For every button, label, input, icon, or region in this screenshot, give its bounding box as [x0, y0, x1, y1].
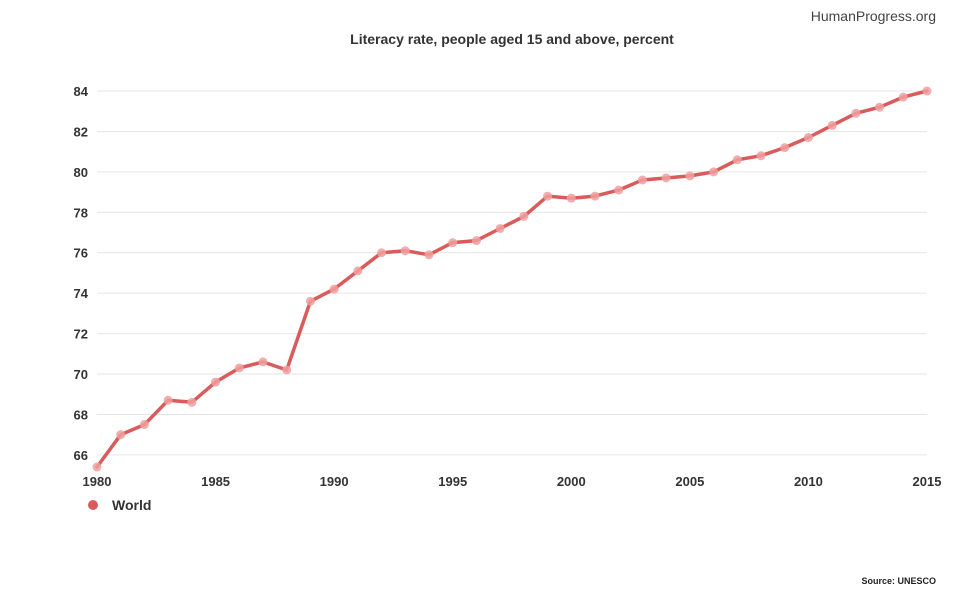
brand-label: HumanProgress.org: [810, 8, 936, 24]
x-tick-label-1980: 1980: [83, 474, 112, 489]
data-point-1980: [92, 462, 102, 472]
data-point-1998: [519, 211, 529, 221]
y-tick-label-80: 80: [74, 165, 88, 180]
x-tick-label-1995: 1995: [438, 474, 467, 489]
data-point-2005: [685, 171, 695, 181]
series-line-world: [95, 89, 929, 469]
data-point-1991: [353, 266, 363, 276]
y-tick-label-74: 74: [74, 286, 89, 301]
data-point-2004: [661, 173, 671, 183]
data-point-1997: [495, 223, 505, 233]
source-note: Source: UNESCO: [861, 576, 936, 586]
data-point-2013: [875, 102, 885, 112]
x-axis: 1980 1985 1990 1995 2000 2005 2010 2015: [83, 474, 942, 489]
x-tick-label-2005: 2005: [675, 474, 704, 489]
x-tick-label-2015: 2015: [913, 474, 942, 489]
data-point-2010: [803, 133, 813, 143]
series-layer: [92, 86, 932, 472]
legend-marker-world: [88, 500, 98, 510]
legend[interactable]: World: [88, 497, 151, 513]
y-tick-label-78: 78: [74, 205, 88, 220]
data-point-1989: [305, 296, 315, 306]
data-point-1987: [258, 357, 268, 367]
y-tick-label-66: 66: [74, 448, 88, 463]
data-point-1988: [282, 365, 292, 375]
data-point-1993: [400, 246, 410, 256]
data-point-2014: [898, 92, 908, 102]
x-tick-label-1985: 1985: [201, 474, 230, 489]
data-point-2000: [566, 193, 576, 203]
data-point-2001: [590, 191, 600, 201]
data-point-1986: [234, 363, 244, 373]
legend-label-world: World: [112, 497, 151, 513]
data-point-1994: [424, 250, 434, 260]
x-tick-label-2000: 2000: [557, 474, 586, 489]
data-point-2015: [922, 86, 932, 96]
chart-title: Literacy rate, people aged 15 and above,…: [350, 31, 674, 47]
data-point-2002: [614, 185, 624, 195]
data-point-1992: [377, 248, 387, 258]
data-point-1985: [211, 377, 221, 387]
y-tick-label-76: 76: [74, 246, 88, 261]
y-tick-label-84: 84: [74, 84, 89, 99]
grid-lines: [97, 90, 927, 456]
data-point-2008: [756, 151, 766, 161]
data-point-1999: [543, 191, 553, 201]
data-point-2003: [637, 175, 647, 185]
y-tick-label-72: 72: [74, 327, 88, 342]
data-point-1981: [116, 430, 126, 440]
x-tick-label-1990: 1990: [320, 474, 349, 489]
data-point-1984: [187, 397, 197, 407]
data-point-1996: [471, 236, 481, 246]
x-tick-label-2010: 2010: [794, 474, 823, 489]
data-point-2007: [732, 155, 742, 165]
y-tick-label-82: 82: [74, 124, 88, 139]
data-point-2012: [851, 108, 861, 118]
data-point-1990: [329, 284, 339, 294]
data-point-1995: [448, 238, 458, 248]
y-tick-label-68: 68: [74, 407, 88, 422]
data-point-2011: [827, 120, 837, 130]
data-point-2006: [709, 167, 719, 177]
data-point-2009: [780, 143, 790, 153]
data-point-1982: [139, 420, 149, 430]
y-axis: 66 68 70 72 74 76 78 80 82 84: [74, 84, 89, 463]
y-tick-label-70: 70: [74, 367, 88, 382]
data-point-1983: [163, 395, 173, 405]
